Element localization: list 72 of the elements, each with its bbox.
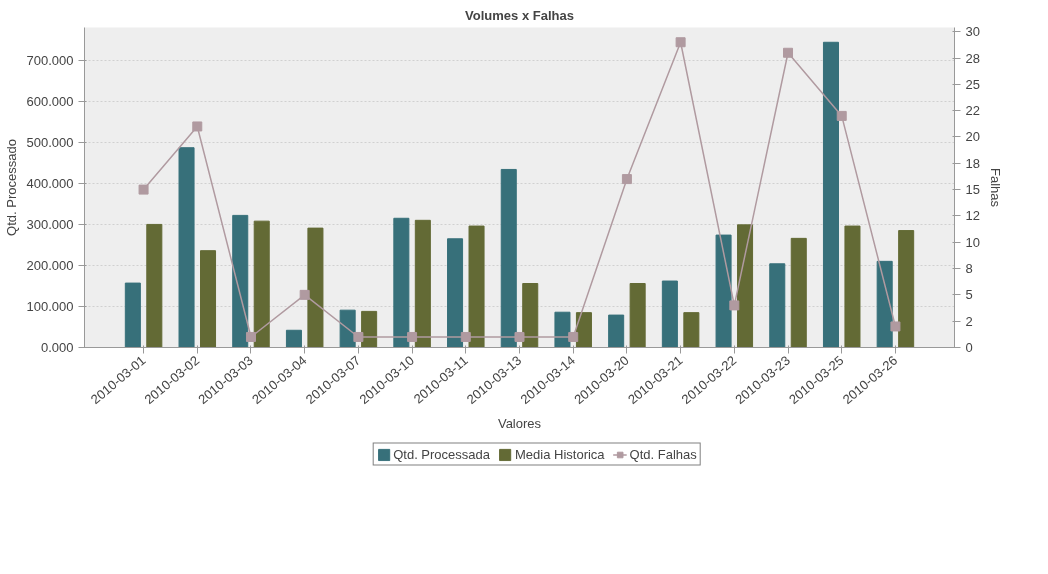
bar [898,230,915,348]
bar [554,311,571,348]
y2-tick-label: 25 [965,76,980,92]
bar [124,282,141,348]
point [890,321,901,332]
bar [200,250,217,348]
point [675,37,686,48]
bar [629,283,646,348]
y2-tick-label: 20 [965,129,980,145]
y-tick-label: 600.000 [26,93,74,109]
y-axis-title: Qtd. Processado [3,139,19,236]
bar [285,329,302,348]
bar [769,263,786,348]
bar [661,280,678,348]
y2-tick-label: 10 [965,234,980,250]
bar [146,223,163,348]
y-tick-label: 200.000 [26,257,74,273]
y2-tick-label: 15 [965,182,980,198]
bar [232,214,249,348]
point [783,47,794,58]
y2-tick-label: 8 [965,261,973,277]
point [192,121,203,132]
y2-tick-label: 28 [965,50,980,66]
bar [447,238,464,348]
bar [522,283,539,348]
point [138,184,149,195]
bar [715,234,732,348]
y2-tick-label: 2 [965,313,973,329]
point [621,174,632,185]
bar [844,225,861,348]
bar [468,225,485,348]
point [245,331,256,342]
bar [790,237,807,348]
y2-tick-label: 30 [965,24,980,40]
y2-tick-label: 12 [965,208,980,224]
legend-label: Qtd. Processada [393,446,491,462]
y2-tick-label: 5 [965,287,973,303]
point [514,331,525,342]
point [836,110,847,121]
x-axis-title: Valores [497,416,542,432]
bar [737,224,754,348]
y2-axis-title: Falhas [987,167,1003,208]
bar [339,309,356,348]
y-tick-label: 0.000 [40,340,74,355]
bar [253,220,270,348]
y2-tick-label: 0 [965,340,973,355]
bar [414,219,431,348]
point [568,331,579,342]
point [407,331,418,342]
y2-tick-label: 18 [965,155,980,171]
legend-label: Qtd. Falhas [629,446,697,462]
bar [500,168,517,348]
chart-title: Volumes x Falhas [465,7,574,23]
point [299,289,310,300]
bar [178,147,195,348]
bar [876,260,893,348]
bar [683,312,700,348]
point [353,331,364,342]
y-tick-label: 300.000 [26,216,74,232]
y-tick-label: 100.000 [26,298,74,314]
bar [822,41,839,348]
bar [307,227,324,348]
y-tick-label: 400.000 [26,175,74,191]
point [729,300,740,311]
y-tick-label: 700.000 [26,52,74,68]
legend-label: Media Historica [515,446,605,462]
y2-tick-label: 22 [965,103,980,119]
point [460,331,471,342]
bar [575,312,592,348]
bar [393,217,410,348]
bar [608,314,625,348]
y-tick-label: 500.000 [26,134,74,150]
